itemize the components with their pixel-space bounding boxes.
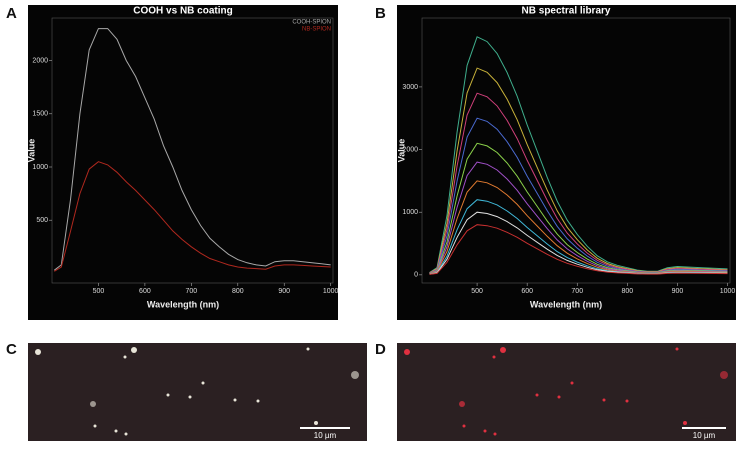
legend-entry: NB-SPION <box>302 27 331 33</box>
x-tick-label: 1000 <box>720 288 736 295</box>
scale-bar-label: 10 µm <box>314 431 337 440</box>
y-tick-label: 1500 <box>32 111 48 118</box>
x-tick-label: 900 <box>672 288 684 295</box>
x-axis-label: Wavelength (nm) <box>147 299 219 309</box>
x-tick-label: 700 <box>185 288 197 295</box>
panel-label: A <box>6 5 17 22</box>
panel-label: C <box>6 341 17 358</box>
x-tick-label: 700 <box>571 288 583 295</box>
y-tick-label: 0 <box>414 272 418 279</box>
y-tick-label: 2000 <box>402 146 418 153</box>
micrograph-c <box>28 343 367 441</box>
x-tick-label: 900 <box>278 288 290 295</box>
x-tick-label: 600 <box>139 288 151 295</box>
x-tick-label: 500 <box>471 288 483 295</box>
scale-bar-label: 10 µm <box>693 431 716 440</box>
y-tick-label: 1000 <box>32 164 48 171</box>
y-tick-label: 500 <box>36 217 48 224</box>
particles-d <box>404 347 728 436</box>
panel-a-bg <box>28 5 338 320</box>
legend-entry: COOH-SPION <box>292 20 331 26</box>
x-tick-label: 600 <box>521 288 533 295</box>
y-tick-label: 1000 <box>402 209 418 216</box>
x-tick-label: 1000 <box>323 288 339 295</box>
x-axis-label: Wavelength (nm) <box>530 299 602 309</box>
plot-frame <box>421 17 731 284</box>
plot-frame <box>51 17 334 284</box>
data-line <box>429 224 728 275</box>
chart-title: NB spectral library <box>522 6 611 17</box>
x-tick-label: 800 <box>232 288 244 295</box>
y-tick-label: 2000 <box>32 57 48 64</box>
y-axis-label: Value <box>396 139 406 163</box>
data-line <box>53 28 331 271</box>
y-axis-label: Value <box>26 139 36 163</box>
x-tick-label: 800 <box>621 288 633 295</box>
micrograph-d <box>397 343 736 441</box>
panel-label: D <box>375 341 386 358</box>
chart-title: COOH vs NB coating <box>133 6 232 17</box>
x-tick-label: 500 <box>93 288 105 295</box>
particles-c <box>35 347 359 436</box>
panel-label: B <box>375 5 386 22</box>
y-tick-label: 3000 <box>402 84 418 91</box>
data-line <box>54 161 331 272</box>
